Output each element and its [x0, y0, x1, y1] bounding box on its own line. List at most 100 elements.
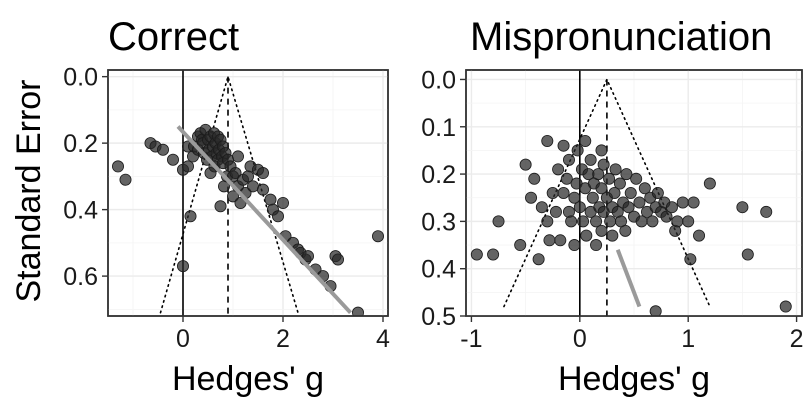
data-point	[604, 215, 617, 228]
x-tick-label: 0	[573, 325, 587, 353]
data-point	[703, 177, 716, 190]
data-point	[760, 205, 773, 218]
y-tick-label: 0.4	[63, 197, 98, 225]
data-point	[525, 191, 538, 204]
data-point	[241, 170, 254, 183]
data-point	[549, 205, 562, 218]
data-point	[532, 253, 545, 266]
data-point	[741, 248, 754, 261]
data-point	[624, 186, 637, 199]
panel-title: Correct	[108, 15, 239, 59]
y-tick-label: 0.0	[63, 64, 98, 92]
data-point	[557, 186, 570, 199]
data-point	[246, 180, 259, 193]
data-point	[557, 139, 570, 152]
data-point	[606, 229, 619, 242]
x-tick-label: 4	[376, 325, 390, 353]
data-point	[264, 193, 277, 206]
x-axis-title: Hedges' g	[172, 360, 324, 398]
data-point	[608, 186, 621, 199]
data-point	[226, 190, 239, 203]
data-point	[603, 172, 616, 185]
data-point	[590, 215, 603, 228]
data-point	[535, 201, 548, 214]
data-point	[584, 153, 597, 166]
data-point	[184, 210, 197, 223]
data-point	[687, 196, 700, 209]
data-point	[487, 248, 500, 261]
data-point	[660, 210, 673, 223]
x-axis-title: Hedges' g	[558, 360, 710, 398]
data-point	[256, 183, 269, 196]
x-tick-label: 2	[276, 325, 290, 353]
regression-line	[615, 249, 642, 308]
data-point	[119, 173, 132, 186]
data-point	[665, 201, 678, 214]
data-point	[620, 168, 633, 181]
data-point	[684, 253, 697, 266]
data-point	[514, 239, 527, 252]
data-point	[595, 182, 608, 195]
data-point	[609, 163, 622, 176]
data-point	[676, 196, 689, 209]
data-point	[156, 143, 169, 156]
data-point	[562, 153, 575, 166]
panel-mispronunciation: -1 0 1 2 0.0 0.1 0.2 0.3 0.4 0.5 Mispronunciation H…	[421, 15, 804, 398]
data-point	[595, 144, 608, 157]
plot-border	[465, 69, 803, 317]
data-point	[651, 186, 664, 199]
x-tick-label: -1	[460, 325, 482, 353]
data-point	[579, 134, 592, 147]
data-point	[234, 196, 247, 209]
data-point	[586, 191, 599, 204]
panel-title: Mispronunciation	[470, 15, 772, 59]
chart-marks	[112, 70, 384, 316]
data-point	[231, 150, 244, 163]
y-tick-label: 0.4	[421, 256, 456, 284]
data-point	[613, 177, 626, 190]
data-point	[352, 306, 364, 316]
data-point	[470, 248, 483, 261]
data-point	[543, 234, 556, 247]
y-tick-label: 0.3	[421, 208, 456, 236]
data-point	[554, 234, 567, 247]
data-point	[528, 172, 541, 185]
data-point	[271, 210, 284, 223]
y-tick-label: 0.1	[421, 114, 456, 142]
y-tick-label: 0.2	[421, 161, 456, 189]
data-point	[546, 186, 559, 199]
panel-correct: 0 2 4 0.0 0.2 0.4 0.6 Correct Hedges' g	[63, 15, 390, 398]
x-tick-label: 2	[790, 325, 804, 353]
data-point	[331, 253, 344, 266]
data-point	[560, 172, 573, 185]
data-point	[573, 201, 586, 214]
y-tick-label: 0.2	[63, 130, 98, 158]
data-point	[541, 215, 554, 228]
data-point	[541, 134, 554, 147]
y-tick-label: 0.5	[421, 303, 456, 331]
data-point	[166, 153, 179, 166]
y-tick-label: 0.0	[421, 66, 456, 94]
data-point	[646, 215, 659, 228]
data-point	[492, 215, 505, 228]
data-point	[630, 172, 643, 185]
data-point	[519, 158, 532, 171]
x-tick-label: 1	[681, 325, 695, 353]
data-point	[571, 144, 584, 157]
data-point	[671, 215, 684, 228]
data-point	[112, 160, 125, 173]
data-point	[568, 191, 581, 204]
x-tick-label: 0	[176, 325, 190, 353]
data-point	[276, 196, 289, 209]
data-point	[552, 163, 565, 176]
data-point	[181, 160, 194, 173]
data-point	[597, 158, 610, 171]
data-point	[779, 300, 792, 313]
data-point	[633, 196, 646, 209]
data-point	[580, 229, 593, 242]
data-point	[638, 182, 651, 195]
data-point	[649, 305, 662, 316]
chart-marks	[470, 70, 792, 316]
data-point	[229, 167, 242, 180]
